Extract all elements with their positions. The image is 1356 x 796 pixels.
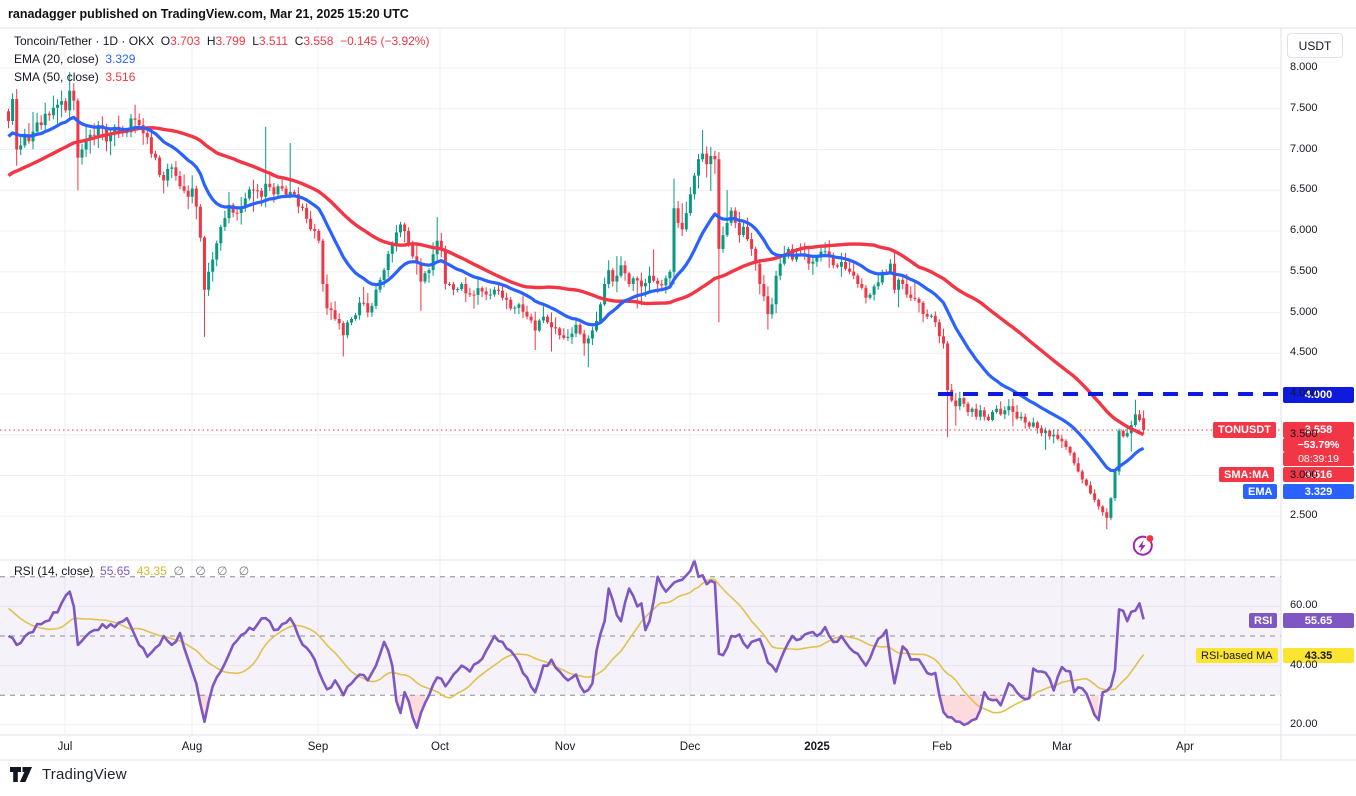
rsi-value: 55.65: [100, 564, 131, 578]
time-tick-label: Nov: [554, 741, 576, 753]
price-tick-label: 7.000: [1290, 143, 1318, 155]
change-percent-badge: −53.79%: [1283, 438, 1354, 452]
rsi-ma-value: 43.35: [136, 564, 167, 578]
time-tick-label: Apr: [1176, 741, 1194, 753]
high-value: 3.799: [215, 34, 246, 48]
rsi-tick-label: 40.00: [1290, 659, 1318, 671]
time-tick-label: Feb: [932, 741, 952, 753]
close-value: 3.558: [303, 34, 334, 48]
sma-value: 3.516: [105, 70, 136, 84]
ema-axis-label-badge: EMA: [1243, 484, 1278, 499]
time-tick-label: Jul: [57, 741, 73, 753]
rsi-tick-label: 20.00: [1290, 718, 1318, 730]
ema-label: EMA (20, close): [14, 52, 99, 66]
symbol-price-label-badge: TONUSDT: [1213, 422, 1276, 438]
close-label: C: [294, 34, 304, 48]
sma-label: SMA (50, close): [14, 70, 99, 84]
low-label: L: [252, 34, 259, 48]
sma-axis-label-badge: SMA:MA: [1219, 467, 1275, 482]
price-tick-label: 3.000: [1290, 469, 1318, 481]
rsi-axis-value-badge: 55.65: [1283, 613, 1354, 628]
time-tick-label: Sep: [307, 741, 329, 753]
change-value: −0.145 (−3.92%): [340, 34, 430, 48]
publish-byline: ranadagger published on TradingView.com,…: [8, 7, 409, 21]
price-tick-label: 7.500: [1290, 102, 1318, 114]
ema-axis-value-badge: 3.329: [1283, 484, 1354, 499]
time-tick-label: Mar: [1052, 741, 1072, 753]
price-tick-label: 6.500: [1290, 183, 1318, 195]
price-tick-label: 6.000: [1290, 224, 1318, 236]
sma-legend-row[interactable]: SMA (50, close) 3.516: [14, 68, 135, 86]
open-label: O: [160, 34, 171, 48]
exchange-label: OKX: [128, 34, 155, 48]
rsi-tick-label: 60.00: [1290, 599, 1318, 611]
time-tick-label: Aug: [181, 741, 203, 753]
flash-idea-marker-icon[interactable]: [1129, 533, 1155, 559]
level-price-badge: 4.000: [1283, 387, 1354, 403]
low-value: 3.511: [258, 34, 289, 48]
bar-countdown-badge: 08:39:19: [1283, 452, 1354, 466]
price-tick-label: 8.000: [1290, 61, 1318, 73]
rsi-legend-row[interactable]: RSI (14, close) 55.65 43.35 ∅ ∅ ∅ ∅: [14, 562, 253, 580]
open-value: 3.703: [170, 34, 201, 48]
price-tick-label: 5.000: [1290, 306, 1318, 318]
currency-toggle-button[interactable]: USDT: [1287, 33, 1343, 58]
tradingview-logo-icon: [10, 767, 32, 782]
price-tick-label: 4.000: [1290, 387, 1318, 399]
interval-label[interactable]: 1D: [102, 34, 119, 48]
tradingview-logo[interactable]: TradingView: [10, 766, 127, 783]
price-tick-label: 4.500: [1290, 346, 1318, 358]
rsi-ma-axis-value-badge: 43.35: [1283, 648, 1354, 663]
sma-axis-value-badge: 3.516: [1283, 467, 1354, 482]
time-tick-label: Dec: [679, 741, 701, 753]
high-label: H: [206, 34, 216, 48]
tradingview-logo-text: TradingView: [42, 766, 127, 783]
ema-legend-row[interactable]: EMA (20, close) 3.329: [14, 50, 135, 68]
rsi-empty-values: ∅ ∅ ∅ ∅: [173, 564, 254, 578]
time-tick-label: 2025: [804, 741, 830, 753]
rsi-axis-label-badge: RSI: [1249, 613, 1278, 628]
time-tick-label: Oct: [431, 741, 449, 753]
price-tick-label: 2.500: [1290, 509, 1318, 521]
rsi-label: RSI (14, close): [14, 564, 94, 578]
price-tick-label: 5.500: [1290, 265, 1318, 277]
price-tick-label: 3.500: [1290, 428, 1318, 440]
last-price-badge: 3.558: [1283, 422, 1354, 438]
ema-value: 3.329: [105, 52, 136, 66]
main-legend-row[interactable]: Toncoin/Tether · 1D · OKX O3.703 H3.799 …: [14, 34, 430, 48]
symbol-title[interactable]: Toncoin/Tether: [14, 34, 93, 48]
rsi-ma-axis-label-badge: RSI-based MA: [1196, 648, 1278, 663]
